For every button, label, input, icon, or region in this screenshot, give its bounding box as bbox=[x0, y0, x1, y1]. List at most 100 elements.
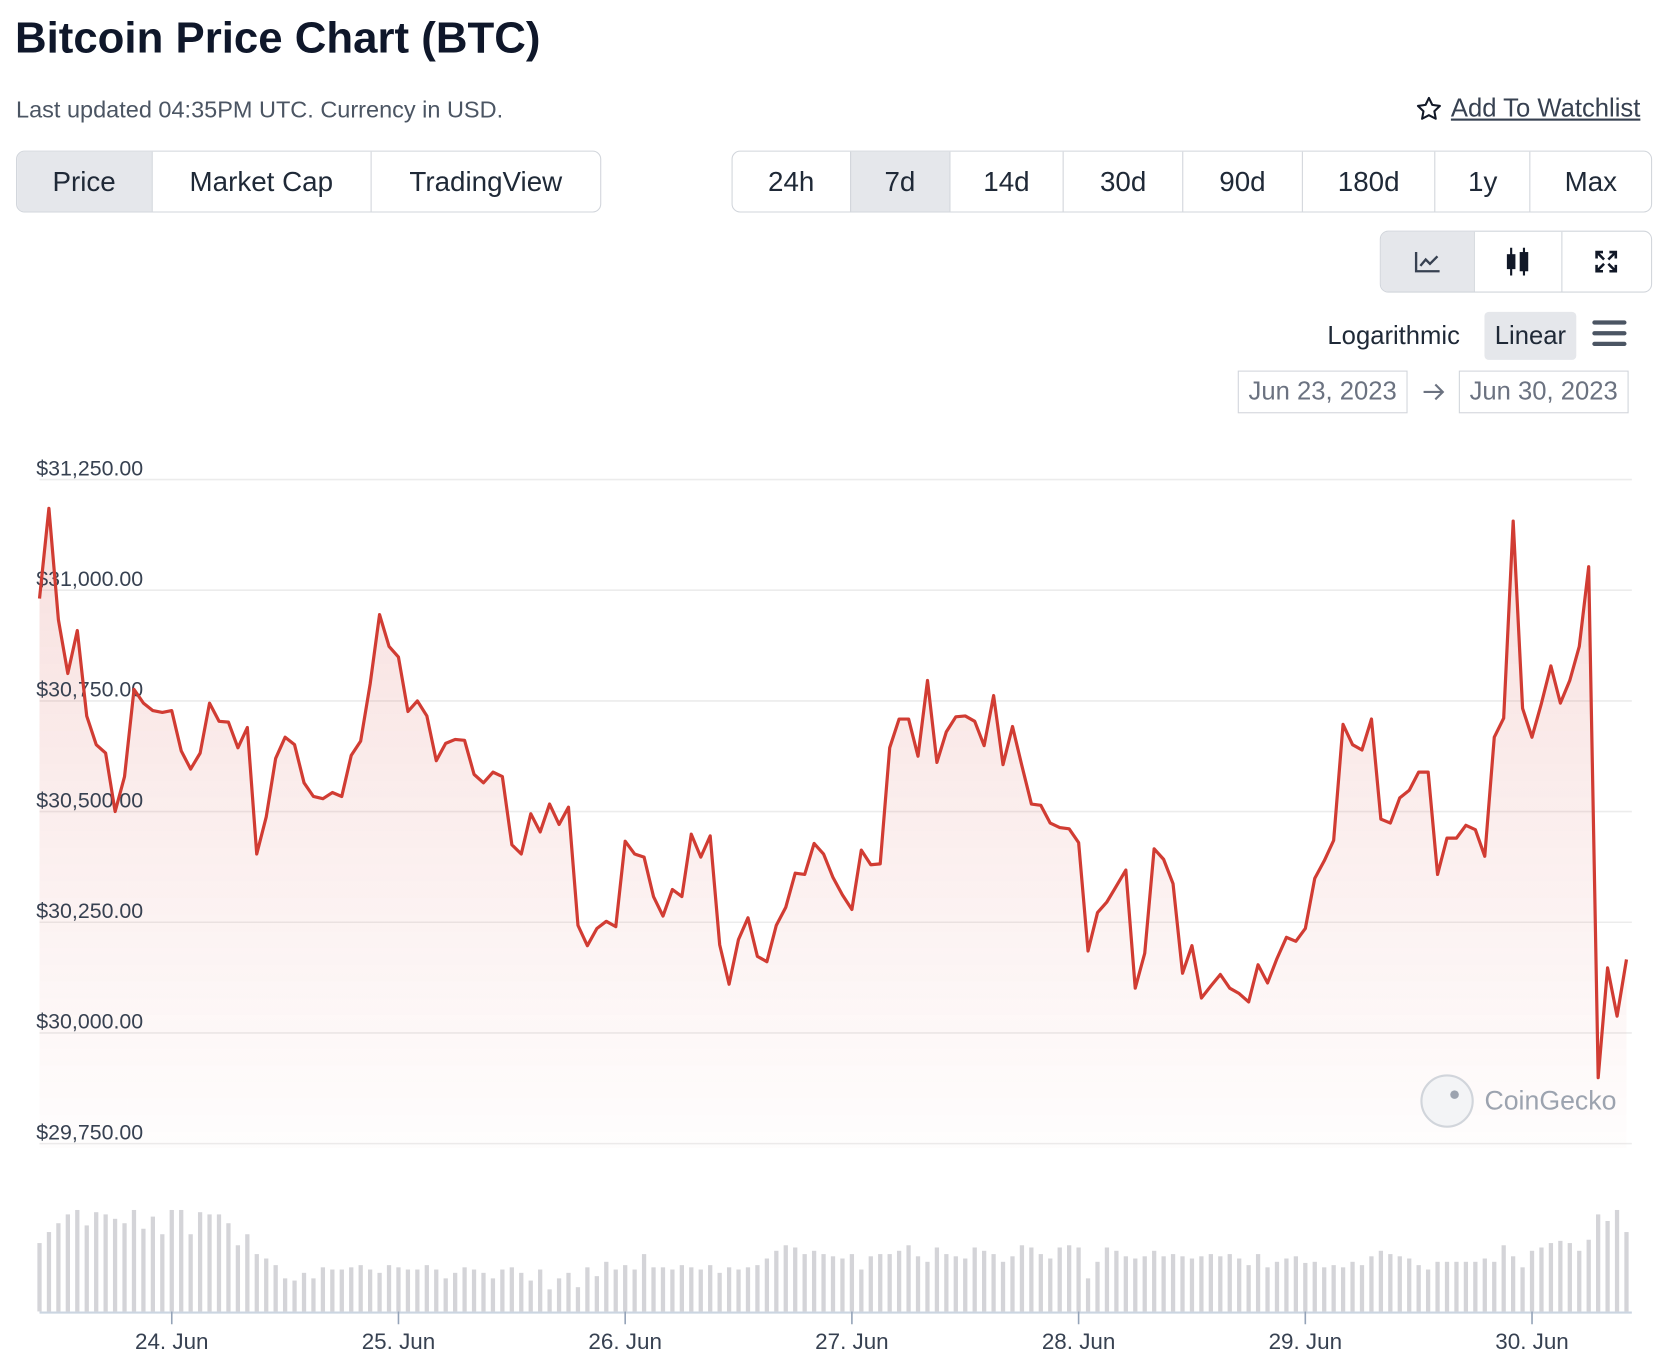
volume-bar bbox=[641, 1254, 647, 1312]
volume-bar bbox=[594, 1276, 599, 1312]
volume-bar bbox=[396, 1267, 401, 1312]
range-button[interactable]: 14d bbox=[948, 151, 1063, 212]
watermark: CoinGecko bbox=[1420, 1074, 1616, 1128]
y-tick-label: $30,750.00 bbox=[36, 678, 143, 702]
volume-bar bbox=[1435, 1261, 1440, 1312]
volume-bar bbox=[1227, 1254, 1232, 1312]
volume-bar bbox=[1596, 1214, 1601, 1312]
volume-bar bbox=[339, 1269, 344, 1312]
volume-bar bbox=[651, 1267, 656, 1312]
volume-bar bbox=[519, 1272, 524, 1312]
y-tick-label: $30,000.00 bbox=[36, 1010, 143, 1034]
subtitle: Last updated 04:35PM UTC. Currency in US… bbox=[16, 96, 504, 123]
expand-icon bbox=[1595, 250, 1618, 273]
menu-icon[interactable] bbox=[1591, 318, 1627, 348]
volume-bar bbox=[689, 1267, 694, 1312]
volume-bar bbox=[1473, 1261, 1478, 1312]
volume-bar bbox=[1274, 1261, 1280, 1312]
volume-bar bbox=[1048, 1258, 1053, 1312]
volume-bar bbox=[434, 1269, 439, 1312]
scale-button[interactable]: Linear bbox=[1484, 311, 1577, 360]
volume-bar bbox=[1038, 1254, 1043, 1312]
range-button[interactable]: 7d bbox=[849, 151, 949, 212]
volume-bar bbox=[1123, 1256, 1128, 1312]
volume-bar bbox=[538, 1269, 543, 1312]
volume-bar bbox=[509, 1267, 514, 1312]
volume-bar bbox=[1444, 1261, 1450, 1312]
volume-bar bbox=[443, 1278, 448, 1312]
y-tick-label: $31,250.00 bbox=[36, 456, 143, 480]
watchlist-text[interactable]: Add To Watchlist bbox=[1450, 93, 1641, 123]
volume-bar bbox=[717, 1272, 722, 1312]
volume-bar bbox=[1199, 1256, 1204, 1312]
volume-bar bbox=[1407, 1258, 1412, 1312]
watchlist-link[interactable]: Add To Watchlist bbox=[1415, 93, 1641, 124]
volume-bar bbox=[840, 1258, 845, 1312]
volume-bar bbox=[1284, 1258, 1289, 1312]
volume-bar bbox=[377, 1272, 382, 1312]
range-button[interactable]: Max bbox=[1529, 151, 1651, 212]
volume-bar bbox=[934, 1247, 940, 1312]
volume-bar bbox=[660, 1267, 666, 1312]
volume-bar bbox=[405, 1269, 411, 1312]
volume-bar bbox=[575, 1287, 581, 1312]
volume-bar bbox=[273, 1265, 278, 1312]
tab-button[interactable]: Price bbox=[17, 151, 152, 212]
volume-bar bbox=[1322, 1267, 1327, 1312]
volume-bar bbox=[1454, 1261, 1459, 1312]
volume-bar bbox=[811, 1250, 817, 1312]
volume-bar bbox=[1624, 1232, 1629, 1312]
volume-bar bbox=[254, 1254, 259, 1312]
volume-bar bbox=[1567, 1243, 1572, 1312]
volume-bar bbox=[358, 1265, 363, 1312]
volume-bar bbox=[141, 1228, 146, 1312]
tab-button[interactable]: Market Cap bbox=[151, 151, 370, 212]
date-to[interactable]: Jun 30, 2023 bbox=[1458, 370, 1629, 414]
range-button[interactable]: 180d bbox=[1301, 151, 1435, 212]
price-line bbox=[37, 506, 1629, 1080]
volume-bar bbox=[1133, 1258, 1138, 1312]
volume-bar bbox=[887, 1254, 892, 1312]
volume-bar bbox=[65, 1214, 70, 1312]
range-button[interactable]: 1y bbox=[1434, 151, 1530, 212]
fullscreen-button[interactable] bbox=[1560, 231, 1651, 292]
volume-bar bbox=[94, 1212, 99, 1312]
range-button[interactable]: 24h bbox=[768, 164, 815, 198]
x-tick-label: 24. Jun bbox=[135, 1329, 209, 1354]
candle-chart-button[interactable] bbox=[1474, 231, 1561, 292]
volume-bar bbox=[84, 1225, 89, 1312]
star-icon bbox=[1416, 96, 1441, 120]
range-button[interactable]: 30d bbox=[1062, 151, 1182, 212]
volume-bar bbox=[197, 1212, 203, 1312]
scale-button[interactable]: Logarithmic bbox=[1327, 320, 1460, 350]
volume-bar bbox=[424, 1265, 429, 1312]
volume-bar bbox=[1010, 1256, 1015, 1312]
volume-bar bbox=[878, 1254, 883, 1312]
volume-bar bbox=[1331, 1265, 1336, 1312]
volume-bar bbox=[1067, 1245, 1072, 1312]
volume-bar bbox=[311, 1278, 316, 1312]
date-from[interactable]: Jun 23, 2023 bbox=[1237, 370, 1408, 414]
volume-bar bbox=[925, 1261, 930, 1312]
volume-bar bbox=[774, 1250, 779, 1312]
volume-bar bbox=[556, 1278, 562, 1312]
volume-bar bbox=[764, 1258, 770, 1312]
volume-bar bbox=[736, 1269, 741, 1312]
line-icon bbox=[1414, 252, 1440, 273]
volume-bar bbox=[1492, 1261, 1497, 1312]
range-button[interactable]: 90d bbox=[1182, 151, 1301, 212]
line-chart-button[interactable] bbox=[1380, 231, 1475, 292]
volume-bar bbox=[1085, 1278, 1091, 1312]
tab-button[interactable]: TradingView bbox=[370, 151, 600, 212]
volume-bar bbox=[1000, 1261, 1006, 1312]
volume-bar bbox=[1482, 1258, 1487, 1312]
volume-bar bbox=[122, 1223, 127, 1312]
price-area bbox=[39, 508, 1627, 1149]
volume-bar bbox=[1095, 1261, 1100, 1312]
volume-bar bbox=[793, 1247, 798, 1312]
volume-bar bbox=[1114, 1250, 1119, 1312]
volume-bar bbox=[849, 1254, 855, 1312]
y-tick-label: $30,500.00 bbox=[36, 788, 143, 812]
